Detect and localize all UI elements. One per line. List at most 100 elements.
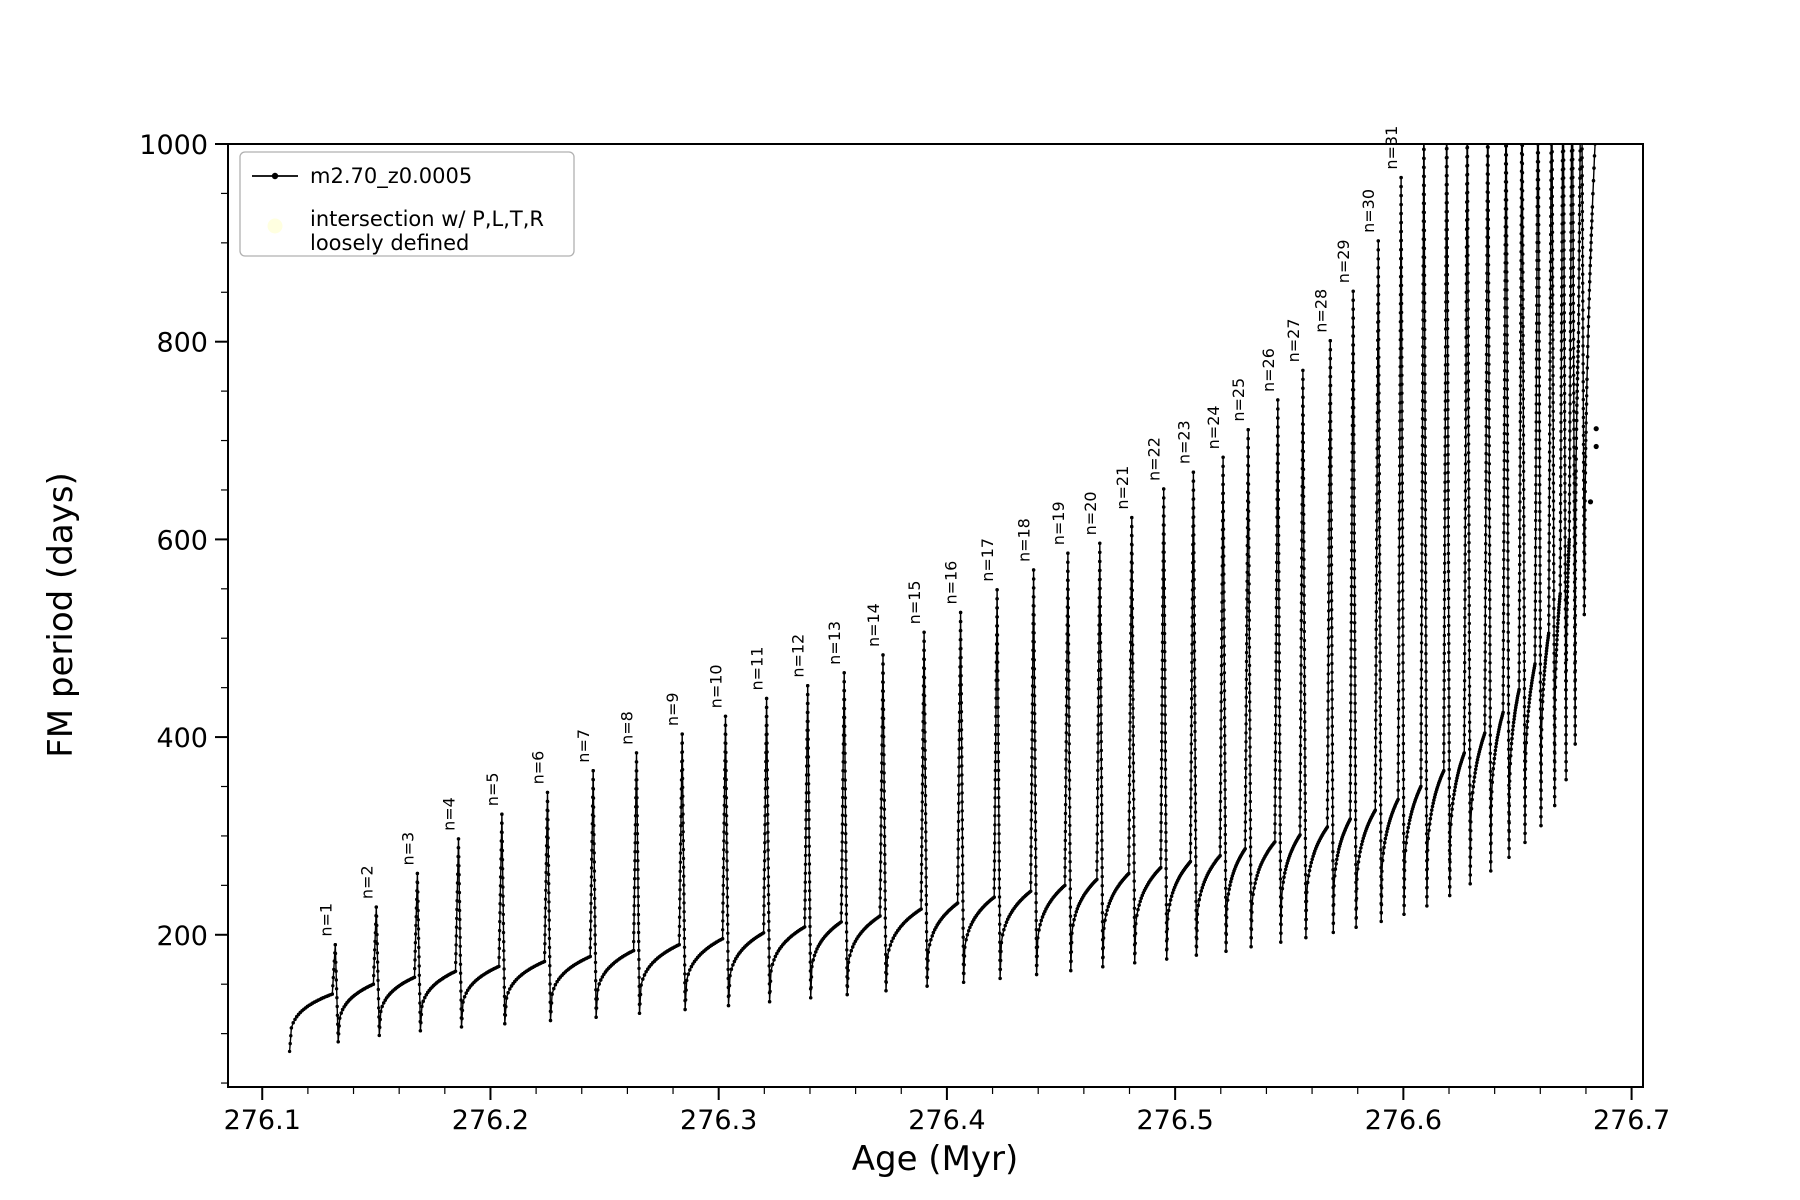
data-point	[1127, 773, 1132, 778]
data-point	[1442, 579, 1447, 584]
data-point	[1483, 596, 1488, 600]
data-point	[1466, 262, 1470, 266]
data-point	[1373, 745, 1378, 749]
data-point	[808, 924, 812, 929]
data-point	[1442, 687, 1446, 692]
data-point	[1374, 673, 1378, 677]
data-point	[997, 795, 1001, 800]
data-point	[1278, 823, 1282, 827]
data-point	[960, 791, 964, 795]
data-point	[1163, 767, 1168, 771]
data-point	[1443, 471, 1447, 475]
data-point	[1189, 760, 1193, 764]
data-point	[1136, 907, 1140, 912]
data-point	[1246, 491, 1251, 495]
data-point	[500, 830, 504, 835]
data-point	[380, 1004, 384, 1009]
data-point	[1399, 256, 1404, 261]
data-point	[1190, 687, 1194, 692]
data-point	[1422, 192, 1426, 197]
data-point	[1401, 714, 1406, 719]
data-point	[543, 906, 548, 910]
data-point	[721, 857, 726, 861]
data-point	[1379, 821, 1383, 825]
data-point	[1349, 566, 1354, 571]
data-point	[1127, 862, 1131, 867]
data-point	[1248, 781, 1252, 786]
data-point	[637, 948, 641, 953]
data-point	[1378, 660, 1382, 664]
data-point	[1360, 839, 1365, 843]
data-point	[1353, 656, 1357, 661]
data-point	[844, 903, 849, 907]
data-point	[1299, 699, 1303, 703]
data-point	[1326, 744, 1330, 748]
data-point	[762, 868, 767, 872]
data-point	[1424, 598, 1428, 602]
data-point	[1400, 481, 1405, 485]
data-point	[1420, 497, 1424, 501]
data-point	[1223, 814, 1227, 819]
data-point	[1466, 370, 1471, 374]
data-point	[1273, 732, 1278, 736]
data-point	[996, 786, 1001, 791]
data-point	[594, 979, 598, 983]
data-point	[1351, 379, 1356, 383]
data-point	[1164, 884, 1168, 889]
data-point	[417, 945, 421, 950]
data-point	[1331, 930, 1336, 935]
data-point	[497, 964, 501, 969]
data-point	[502, 985, 506, 989]
data-point	[1254, 877, 1258, 881]
data-point	[883, 871, 887, 875]
data-point	[1445, 200, 1449, 205]
data-point	[1502, 485, 1506, 490]
data-point	[724, 805, 729, 809]
data-point	[1223, 823, 1228, 828]
data-point	[879, 842, 883, 846]
data-point	[1127, 836, 1131, 840]
data-point	[956, 828, 961, 833]
data-point	[1253, 881, 1257, 885]
data-point	[1447, 632, 1451, 637]
data-point	[1426, 836, 1431, 841]
data-point	[1066, 615, 1071, 619]
data-point	[1348, 799, 1353, 803]
data-point	[1192, 649, 1197, 653]
data-point	[1353, 818, 1358, 822]
data-point	[1420, 542, 1424, 546]
data-point	[1420, 560, 1424, 564]
data-point	[1402, 877, 1407, 881]
data-point	[1168, 902, 1172, 907]
data-point	[591, 787, 596, 791]
data-point	[772, 958, 776, 962]
data-point	[1401, 679, 1405, 683]
data-point	[1068, 905, 1073, 909]
data-point	[1463, 534, 1468, 538]
data-point	[921, 764, 925, 768]
data-point	[1335, 857, 1339, 862]
data-point	[765, 786, 770, 790]
data-point	[1193, 694, 1197, 698]
data-point	[678, 851, 683, 855]
data-point	[1354, 925, 1358, 929]
data-point	[1420, 515, 1424, 519]
data-point	[1248, 799, 1253, 804]
data-point	[1066, 624, 1071, 628]
data-point	[992, 895, 996, 899]
data-point	[372, 965, 376, 969]
data-point	[458, 917, 462, 922]
data-point	[502, 976, 506, 980]
data-point	[1446, 407, 1450, 412]
data-point	[1302, 647, 1307, 652]
data-point	[1102, 926, 1106, 931]
data-point	[881, 698, 886, 703]
data-point	[1132, 824, 1136, 829]
data-point	[1162, 577, 1167, 582]
data-point	[1221, 500, 1226, 504]
data-point	[1189, 796, 1193, 800]
data-point	[1030, 782, 1034, 786]
data-point	[846, 976, 850, 981]
data-point	[885, 972, 889, 976]
data-point	[1486, 163, 1490, 167]
